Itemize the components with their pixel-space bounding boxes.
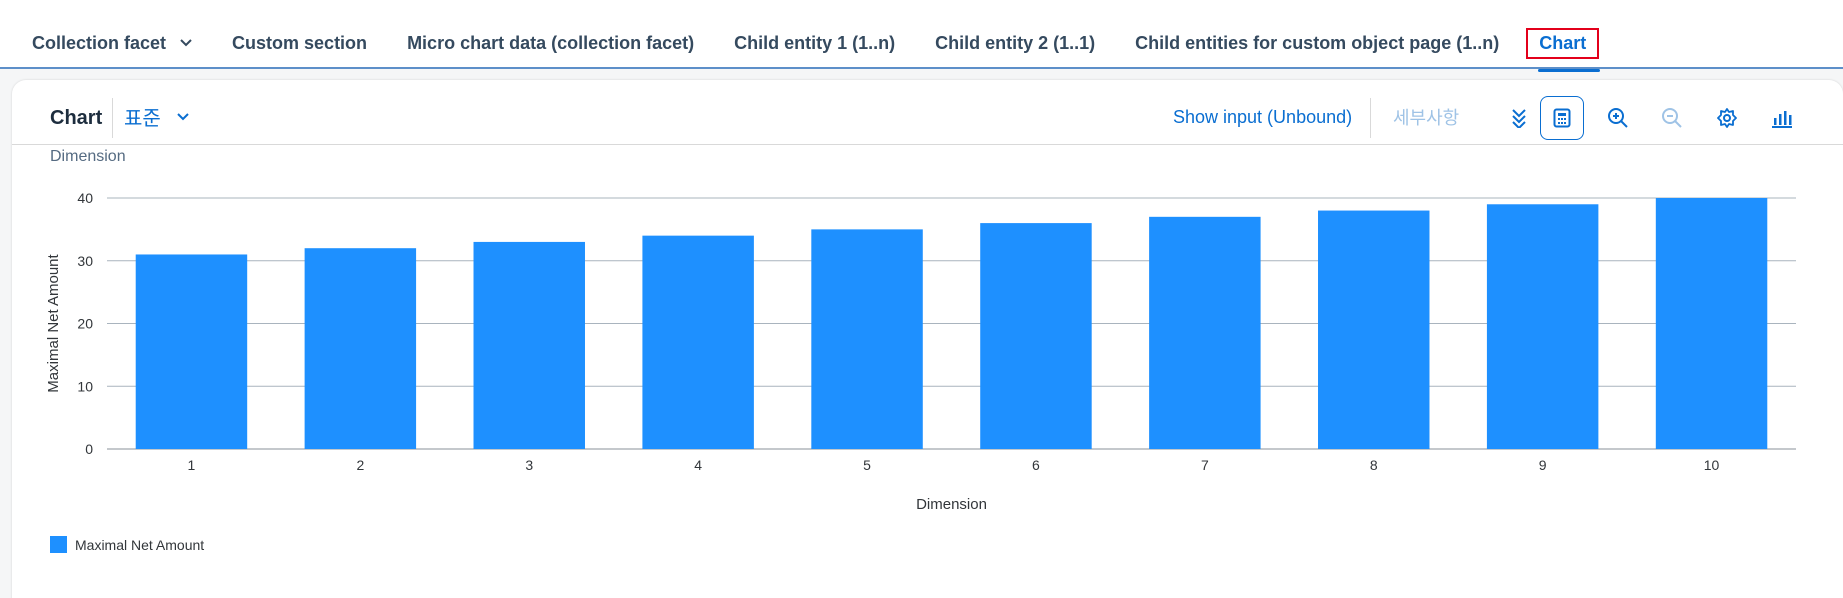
x-tick-label: 5 (863, 457, 871, 473)
toolbar-separator (112, 98, 113, 138)
bar (1486, 204, 1599, 449)
dimension-label: Dimension (50, 148, 126, 165)
drill-down-button[interactable] (1497, 96, 1541, 140)
show-input-button[interactable]: Show input (Unbound) (1173, 107, 1353, 127)
bar (1149, 216, 1261, 449)
anchor-tabs: Collection facet Custom section Micro ch… (32, 27, 1639, 72)
variant-selector[interactable]: 표준 (124, 102, 189, 131)
tab-chart[interactable]: Chart (1526, 27, 1601, 72)
chart-card: Chart 표준 Show input (Unbound) 세부사항 (12, 80, 1843, 598)
tab-custom-section[interactable]: Custom section (232, 28, 367, 58)
tab-label: Collection facet (32, 32, 167, 53)
settings-icon (1717, 108, 1737, 128)
x-tick-label: 7 (1201, 457, 1209, 473)
chart-legend: Maximal Net Amount (50, 536, 204, 553)
y-tick-label: 10 (77, 378, 93, 394)
tab-label: Chart (1526, 27, 1600, 59)
bar (304, 248, 417, 449)
chart-type-button[interactable] (1760, 96, 1804, 140)
x-tick-label: 9 (1539, 457, 1547, 473)
bar-chart-icon (1772, 111, 1792, 128)
double-chevron-down-icon (1512, 109, 1526, 128)
y-tick-label: 0 (85, 441, 93, 457)
tab-micro-chart-data[interactable]: Micro chart data (collection facet) (407, 28, 694, 58)
tab-label: Custom section (232, 32, 368, 53)
tab-child-entities-custom-object-page[interactable]: Child entities for custom object page (1… (1135, 28, 1499, 58)
y-tick-label: 30 (77, 253, 93, 269)
x-tick-label: 4 (694, 457, 702, 473)
bar (811, 229, 923, 449)
x-tick-label: 1 (188, 457, 196, 473)
x-axis-title: Dimension (916, 496, 987, 513)
tab-label: Child entities for custom object page (1… (1135, 32, 1500, 53)
bar-chart: 0 10 20 30 40 1 2 3 4 5 6 7 8 9 10 Dimension Maximal Net… (45, 190, 1796, 513)
details-button[interactable]: 세부사항 (1393, 108, 1460, 128)
legend-label: Maximal Net Amount (75, 536, 205, 553)
tab-child-entity-1[interactable]: Child entity 1 (1..n) (734, 28, 895, 58)
zoom-in-icon (1608, 108, 1628, 128)
x-tick-label: 2 (356, 457, 364, 473)
bar (1655, 198, 1768, 449)
chevron-down-icon[interactable] (180, 39, 192, 47)
bar (135, 254, 248, 449)
x-tick-label: 6 (1032, 457, 1040, 473)
tab-label: Child entity 1 (1..n) (734, 32, 896, 53)
legend-swatch (50, 536, 67, 553)
bar (1318, 210, 1430, 449)
chart-toolbar: Chart 표준 Show input (Unbound) 세부사항 (12, 80, 1843, 145)
table-view-toggle[interactable] (1540, 96, 1584, 140)
chevron-down-icon (177, 112, 189, 121)
y-axis-title: Maximal Net Amount (45, 253, 62, 392)
y-tick-label: 40 (77, 190, 93, 206)
bar (642, 235, 754, 449)
bar (980, 223, 1092, 449)
variant-label: 표준 (124, 108, 161, 130)
x-tick-label: 10 (1704, 457, 1720, 473)
zoom-in-button[interactable] (1596, 96, 1640, 140)
tab-label: Child entity 2 (1..1) (935, 32, 1096, 53)
zoom-out-icon (1662, 108, 1682, 128)
bar (473, 241, 585, 449)
table-view-icon (1553, 108, 1571, 128)
settings-button[interactable] (1705, 96, 1749, 140)
toolbar-separator (1370, 98, 1371, 138)
y-tick-label: 20 (77, 316, 93, 332)
anchor-bar: Collection facet Custom section Micro ch… (0, 0, 1843, 72)
tab-collection-facet[interactable]: Collection facet (32, 28, 192, 58)
zoom-out-button[interactable] (1650, 96, 1694, 140)
tab-child-entity-2[interactable]: Child entity 2 (1..1) (935, 28, 1095, 58)
chart-title: Chart (50, 107, 103, 129)
x-tick-label: 3 (525, 457, 533, 473)
tab-label: Micro chart data (collection facet) (407, 32, 695, 53)
x-tick-label: 8 (1370, 457, 1378, 473)
